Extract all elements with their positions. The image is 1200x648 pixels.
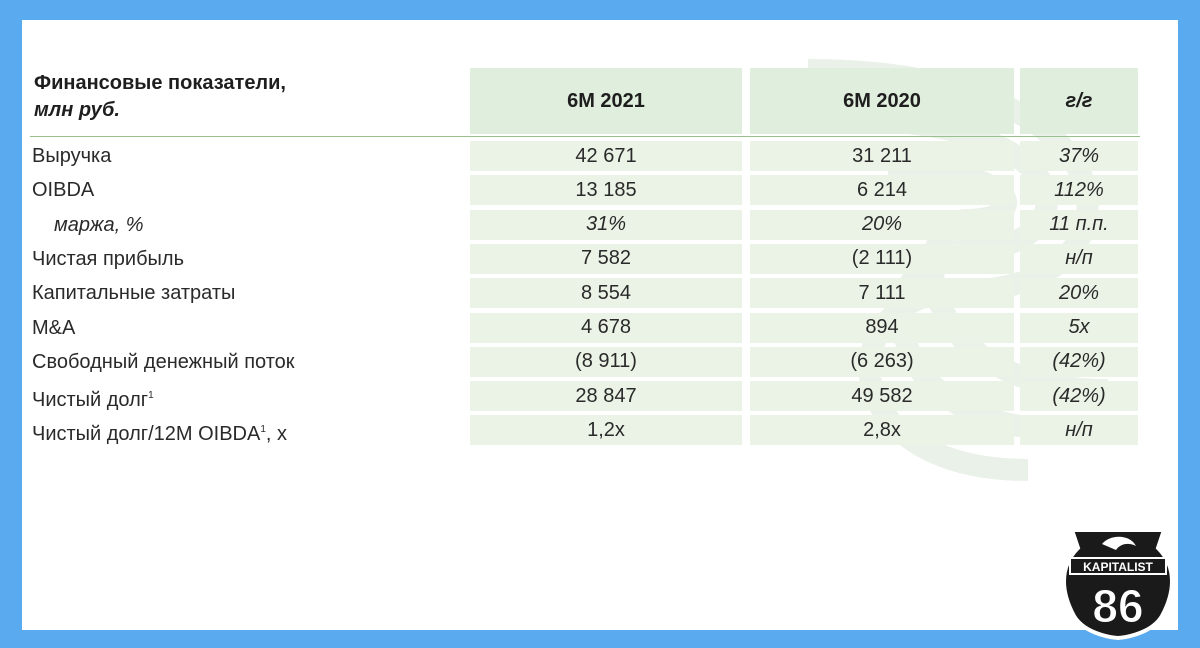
cell-6m-2021: 8 554	[470, 278, 742, 309]
cell-6m-2020: 2,8x	[750, 415, 1014, 446]
cell-yoy: (42%)	[1020, 381, 1138, 412]
cell-yoy: 112%	[1020, 175, 1138, 206]
cell-6m-2020: 31 211	[750, 141, 1014, 171]
cell-yoy: 5x	[1020, 312, 1138, 343]
row-label: OIBDA	[32, 174, 94, 206]
table-row: Свободный денежный поток (8 911) (6 263) (4…	[22, 346, 1178, 378]
cell-6m-2020: (6 263)	[750, 346, 1014, 377]
row-label-suffix: , x	[265, 423, 288, 446]
cell-6m-2021: 13 185	[470, 175, 742, 206]
row-label: Выручка	[32, 140, 111, 172]
cell-yoy: 11 п.п.	[1020, 209, 1138, 240]
cell-6m-2021: 42 671	[470, 141, 742, 171]
column-header-yoy: г/г	[1020, 68, 1138, 134]
row-label: Чистый долг/12M OIBDA1, x	[32, 414, 287, 446]
cell-6m-2020: 7 111	[750, 278, 1014, 309]
row-label-text: Чистый долг	[32, 389, 149, 412]
row-label-text: M&A	[32, 316, 76, 339]
row-label-text: маржа, %	[54, 213, 144, 236]
table-row: Чистая прибыль 7 582 (2 111) н/п	[22, 243, 1178, 275]
row-label-text: Свободный денежный поток	[32, 350, 295, 373]
cell-yoy: н/п	[1020, 243, 1138, 274]
logo-top-text: KAPITALIST	[1083, 560, 1153, 574]
slide: Финансовые показатели, млн руб. 6M 2021 …	[22, 20, 1178, 630]
cell-yoy: 20%	[1020, 278, 1138, 309]
row-label-text: Капитальные затраты	[32, 282, 236, 305]
table-row: маржа, % 31% 20% 11 п.п.	[22, 209, 1178, 241]
table-row: Чистый долг1 28 847 49 582 (42%)	[22, 380, 1178, 412]
table-row: OIBDA 13 185 6 214 112%	[22, 174, 1178, 206]
header-divider	[30, 136, 1140, 137]
table-row: Выручка 42 671 31 211 37%	[22, 140, 1178, 172]
footnote-marker: 1	[148, 390, 154, 402]
table-title: Финансовые показатели, млн руб.	[34, 70, 454, 124]
table-title-unit: млн руб.	[34, 99, 120, 121]
logo-number: 86	[1092, 580, 1143, 632]
footnote-marker: 1	[260, 424, 266, 436]
row-label: Капитальные затраты	[32, 277, 235, 309]
cell-6m-2021: (8 911)	[470, 346, 742, 377]
cell-yoy: 37%	[1020, 141, 1138, 171]
cell-yoy: н/п	[1020, 415, 1138, 446]
kapitalist-86-logo: KAPITALIST 86	[1062, 528, 1174, 640]
cell-6m-2020: 894	[750, 312, 1014, 343]
cell-6m-2020: 20%	[750, 209, 1014, 240]
row-label: Чистый долг1	[32, 380, 154, 412]
row-label-text: Выручка	[32, 145, 112, 167]
row-label-text: Чистая прибыль	[32, 247, 184, 270]
table-title-line1: Финансовые показатели,	[34, 72, 286, 94]
cell-6m-2020: (2 111)	[750, 243, 1014, 274]
cell-6m-2021: 28 847	[470, 381, 742, 412]
row-label: Чистая прибыль	[32, 243, 184, 275]
cell-yoy: (42%)	[1020, 346, 1138, 377]
row-label-text: Чистый долг/12M OIBDA	[32, 423, 261, 446]
column-header-6m-2020: 6M 2020	[750, 68, 1014, 134]
cell-6m-2020: 6 214	[750, 175, 1014, 206]
cell-6m-2021: 31%	[470, 209, 742, 240]
row-label: M&A	[32, 312, 75, 344]
cell-6m-2021: 7 582	[470, 243, 742, 274]
cell-6m-2021: 1,2x	[470, 415, 742, 446]
row-label-text: OIBDA	[32, 179, 95, 202]
cell-6m-2021: 4 678	[470, 312, 742, 343]
table-row: M&A 4 678 894 5x	[22, 312, 1178, 344]
row-label: Свободный денежный поток	[32, 346, 295, 378]
table-row: Чистый долг/12M OIBDA1, x 1,2x 2,8x н/п	[22, 414, 1178, 446]
table-row: Капитальные затраты 8 554 7 111 20%	[22, 277, 1178, 309]
row-label: маржа, %	[54, 209, 144, 241]
column-header-6m-2021: 6M 2021	[470, 68, 742, 134]
cell-6m-2020: 49 582	[750, 381, 1014, 412]
